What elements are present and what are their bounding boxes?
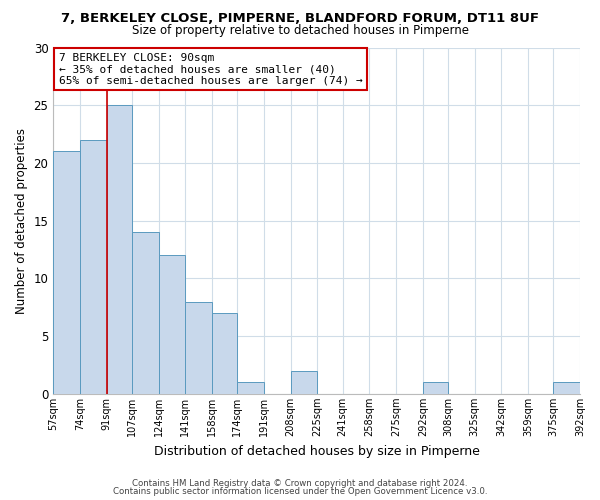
Bar — [158, 256, 185, 394]
Text: Contains public sector information licensed under the Open Government Licence v3: Contains public sector information licen… — [113, 487, 487, 496]
Bar — [237, 382, 264, 394]
Bar — [423, 382, 448, 394]
Text: Size of property relative to detached houses in Pimperne: Size of property relative to detached ho… — [131, 24, 469, 37]
Bar — [185, 302, 212, 394]
Text: 7, BERKELEY CLOSE, PIMPERNE, BLANDFORD FORUM, DT11 8UF: 7, BERKELEY CLOSE, PIMPERNE, BLANDFORD F… — [61, 12, 539, 26]
Text: 7 BERKELEY CLOSE: 90sqm
← 35% of detached houses are smaller (40)
65% of semi-de: 7 BERKELEY CLOSE: 90sqm ← 35% of detache… — [59, 52, 362, 86]
Bar — [291, 371, 317, 394]
X-axis label: Distribution of detached houses by size in Pimperne: Distribution of detached houses by size … — [154, 444, 479, 458]
Y-axis label: Number of detached properties: Number of detached properties — [15, 128, 28, 314]
Bar — [107, 105, 132, 394]
Bar — [553, 382, 580, 394]
Text: Contains HM Land Registry data © Crown copyright and database right 2024.: Contains HM Land Registry data © Crown c… — [132, 478, 468, 488]
Bar — [80, 140, 107, 394]
Bar — [53, 152, 80, 394]
Bar — [212, 313, 237, 394]
Bar — [132, 232, 158, 394]
